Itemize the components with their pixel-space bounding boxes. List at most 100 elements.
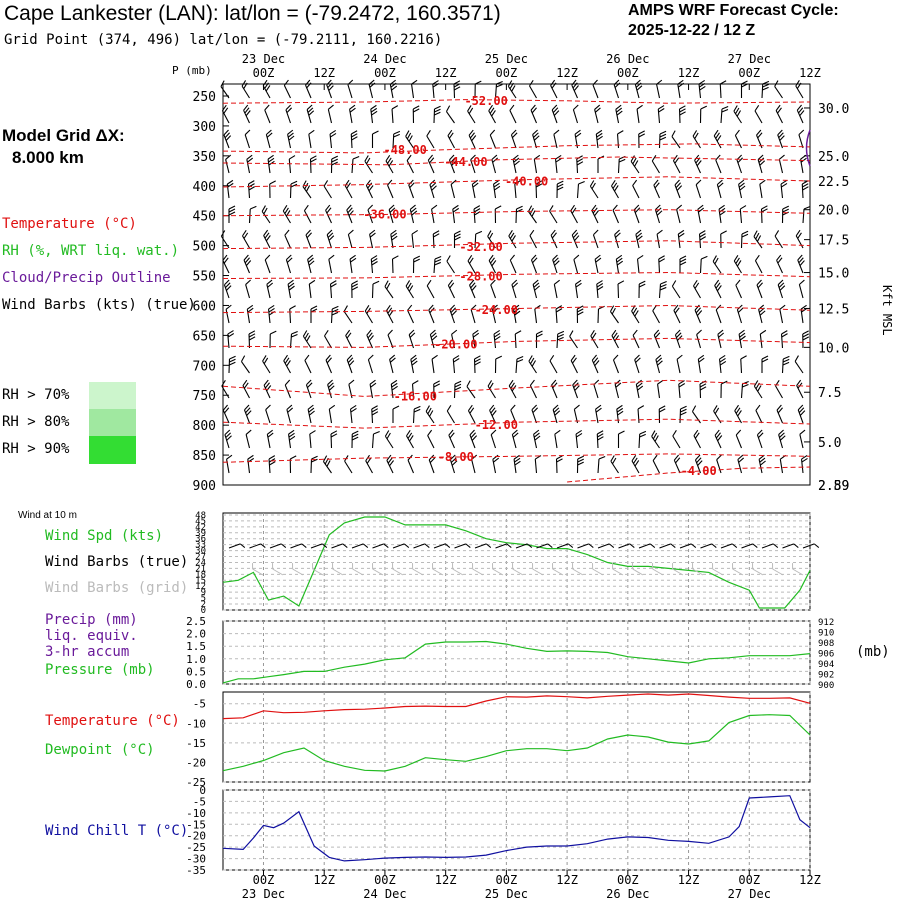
wind-barb-feather — [591, 204, 597, 211]
wind-barb-staff — [384, 286, 394, 299]
wind-barb — [597, 305, 605, 324]
wind-barb-feather — [715, 132, 720, 139]
temperature-contour-label: -28.00 — [459, 270, 502, 284]
wind-barb-staff — [288, 159, 292, 174]
wind-barb-feather — [452, 204, 459, 210]
wind-barb-feather — [263, 357, 269, 364]
wind-barb-feather — [674, 307, 680, 314]
wind-barb-feather — [551, 104, 558, 111]
wind-barb-staff — [757, 159, 763, 174]
wind-barb-feather — [246, 410, 252, 416]
wind-barb-feather — [368, 354, 374, 361]
wind-barb-staff — [346, 209, 353, 224]
wind-barb — [246, 154, 254, 174]
wind-barb — [637, 405, 645, 424]
legend-wind-chill: Wind Chill T (°C) — [45, 823, 189, 839]
wind-barb — [264, 254, 271, 274]
wind-barb-feather — [408, 329, 415, 336]
wind-barb-feather — [595, 129, 603, 135]
wind-barb-feather — [391, 382, 398, 388]
wind-barb — [346, 204, 354, 224]
wind-barb — [305, 79, 312, 99]
wind-barb-feather — [779, 154, 785, 160]
wind-barb-staff — [551, 109, 558, 124]
wind-barb-feather — [632, 307, 638, 314]
wind-barb-staff — [283, 85, 291, 99]
wind-barb-feather — [224, 429, 231, 436]
wind-barb-feather — [777, 407, 783, 414]
surface-barb-staff — [597, 543, 610, 549]
wind-barb-feather — [388, 310, 394, 317]
wind-barb-feather — [328, 104, 334, 110]
wind-barb-feather — [431, 204, 438, 210]
temperature-contour — [222, 143, 811, 154]
wind-barb-feather — [675, 182, 681, 189]
wind-barb-feather — [468, 129, 474, 136]
wind-barb-staff — [753, 236, 763, 249]
wind-barb-feather — [794, 355, 799, 362]
wind-barb-staff — [698, 84, 702, 99]
wind-barb — [571, 229, 580, 249]
wind-barb-feather — [510, 382, 515, 389]
wind-barb — [471, 179, 479, 199]
wind-barb-staff — [289, 308, 292, 324]
wind-barb-feather — [512, 132, 518, 138]
wind-barb-feather — [714, 257, 719, 265]
wind-barb-feather — [244, 129, 251, 136]
wind-barb-feather — [387, 157, 392, 164]
wind-barb-feather — [802, 183, 809, 188]
wind-barb-staff — [469, 434, 476, 449]
wind-barb-feather — [677, 229, 685, 235]
wind-barb — [617, 155, 626, 174]
wind-barb-feather — [534, 285, 541, 291]
wind-barb-feather — [331, 158, 338, 163]
wind-barb-feather — [225, 282, 231, 288]
wind-barb-feather — [800, 304, 807, 310]
wind-barb-feather — [554, 260, 560, 266]
wind-barb-feather — [331, 311, 339, 316]
wind-barb-feather — [551, 82, 557, 89]
wind-barb — [759, 179, 766, 199]
grid-barb-staff — [372, 568, 384, 576]
wind-barb — [797, 404, 806, 424]
wind-barb — [695, 179, 702, 199]
wind-barb-feather — [741, 80, 748, 85]
wind-barb-feather — [389, 207, 396, 213]
wind-barb-staff — [508, 235, 517, 249]
wind-barb-feather — [489, 107, 495, 114]
wind-barb-feather — [266, 129, 272, 135]
wind-barb — [262, 355, 271, 374]
wind-barb-feather — [493, 457, 500, 463]
wind-barb-feather — [671, 280, 677, 287]
wind-barb-staff — [736, 159, 743, 174]
wind-barb-feather — [716, 454, 722, 461]
wind-barb — [779, 454, 787, 474]
wind-barb-feather — [573, 104, 579, 111]
wind-barb-feather — [774, 80, 779, 87]
wind-barb — [508, 230, 517, 249]
surface-barb-staff — [679, 543, 692, 549]
wind-barb-feather — [680, 411, 687, 416]
wind-barb-feather — [713, 405, 718, 412]
wind-barb-feather — [777, 279, 784, 286]
wind-barb-feather — [388, 204, 395, 210]
wind-barb-feather — [637, 255, 644, 260]
wind-barb-staff — [610, 311, 619, 324]
wind-barb-feather — [270, 330, 277, 335]
wind-barb-feather — [699, 82, 706, 88]
wind-barb — [489, 129, 497, 149]
wind-barb-staff — [655, 359, 661, 374]
wind-barb-feather — [798, 257, 804, 264]
wind-barb-feather — [389, 354, 396, 360]
wind-barb — [799, 429, 806, 449]
wind-barb — [493, 179, 501, 199]
wind-barb — [488, 104, 496, 124]
wind-barb — [248, 330, 256, 349]
wind-barb — [635, 229, 643, 249]
wind-barb-feather — [590, 330, 595, 337]
wind-barb-feather — [673, 454, 679, 461]
wind-barb-feather — [639, 430, 647, 435]
wind-barb-staff — [288, 434, 292, 449]
wind-barb — [433, 105, 441, 124]
wind-barb-feather — [468, 107, 474, 114]
